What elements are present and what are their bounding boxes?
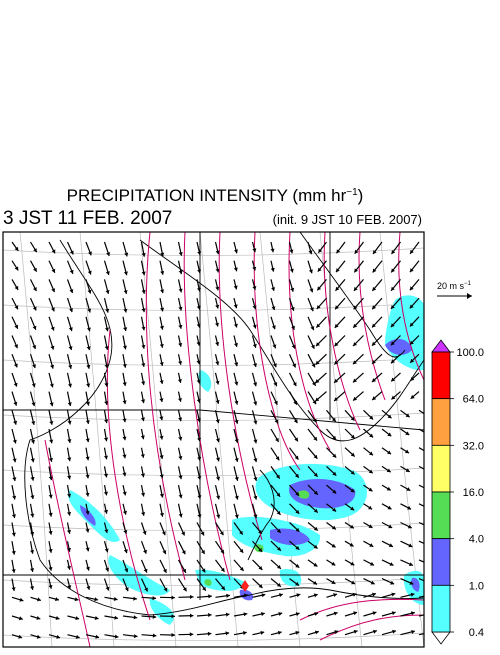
colorbar-label: 0.4	[469, 627, 484, 639]
colorbar-segment	[432, 445, 450, 492]
colorbar-label: 100.0	[456, 347, 484, 359]
wind-arrow-head	[427, 506, 431, 510]
title-sup: −1	[346, 187, 358, 198]
wind-arrow-head	[425, 450, 429, 454]
title-text: PRECIPITATION INTENSITY (mm hr	[67, 186, 347, 205]
wind-arrow-head	[428, 562, 432, 566]
colorbar-over	[432, 340, 450, 352]
colorbar-label: 32.0	[463, 440, 484, 452]
colorbar-segment	[432, 492, 450, 539]
init-time: (init. 9 JST 10 FEB. 2007)	[273, 212, 422, 227]
colorbar-segment	[432, 352, 450, 399]
wind-arrow-head	[428, 544, 432, 548]
colorbar: 100.0 64.0 32.0 16.0 4.0 1.0 0.4	[432, 340, 484, 644]
colorbar-label: 4.0	[469, 534, 484, 546]
reference-vector-head	[467, 293, 472, 299]
colorbar-label: 16.0	[463, 487, 484, 499]
wind-arrow-head	[426, 487, 430, 491]
wind-arrow-head	[427, 525, 431, 529]
reference-vector-label: 20 m s−1	[437, 281, 472, 291]
colorbar-segment	[432, 585, 450, 632]
title: PRECIPITATION INTENSITY (mm hr−1)	[67, 186, 364, 205]
reference-vector-sup: −1	[464, 281, 472, 287]
colorbar-segment	[432, 539, 450, 586]
title-tail: )	[358, 186, 364, 205]
wind-arrow-head	[425, 469, 429, 473]
valid-time: 3 JST 11 FEB. 2007	[3, 208, 172, 229]
colorbar-label: 1.0	[469, 580, 484, 592]
colorbar-under	[432, 632, 450, 644]
reference-vector-text: 20 m s	[437, 281, 465, 291]
map	[0, 232, 486, 647]
colorbar-segment	[432, 399, 450, 446]
colorbar-label: 64.0	[463, 394, 484, 406]
